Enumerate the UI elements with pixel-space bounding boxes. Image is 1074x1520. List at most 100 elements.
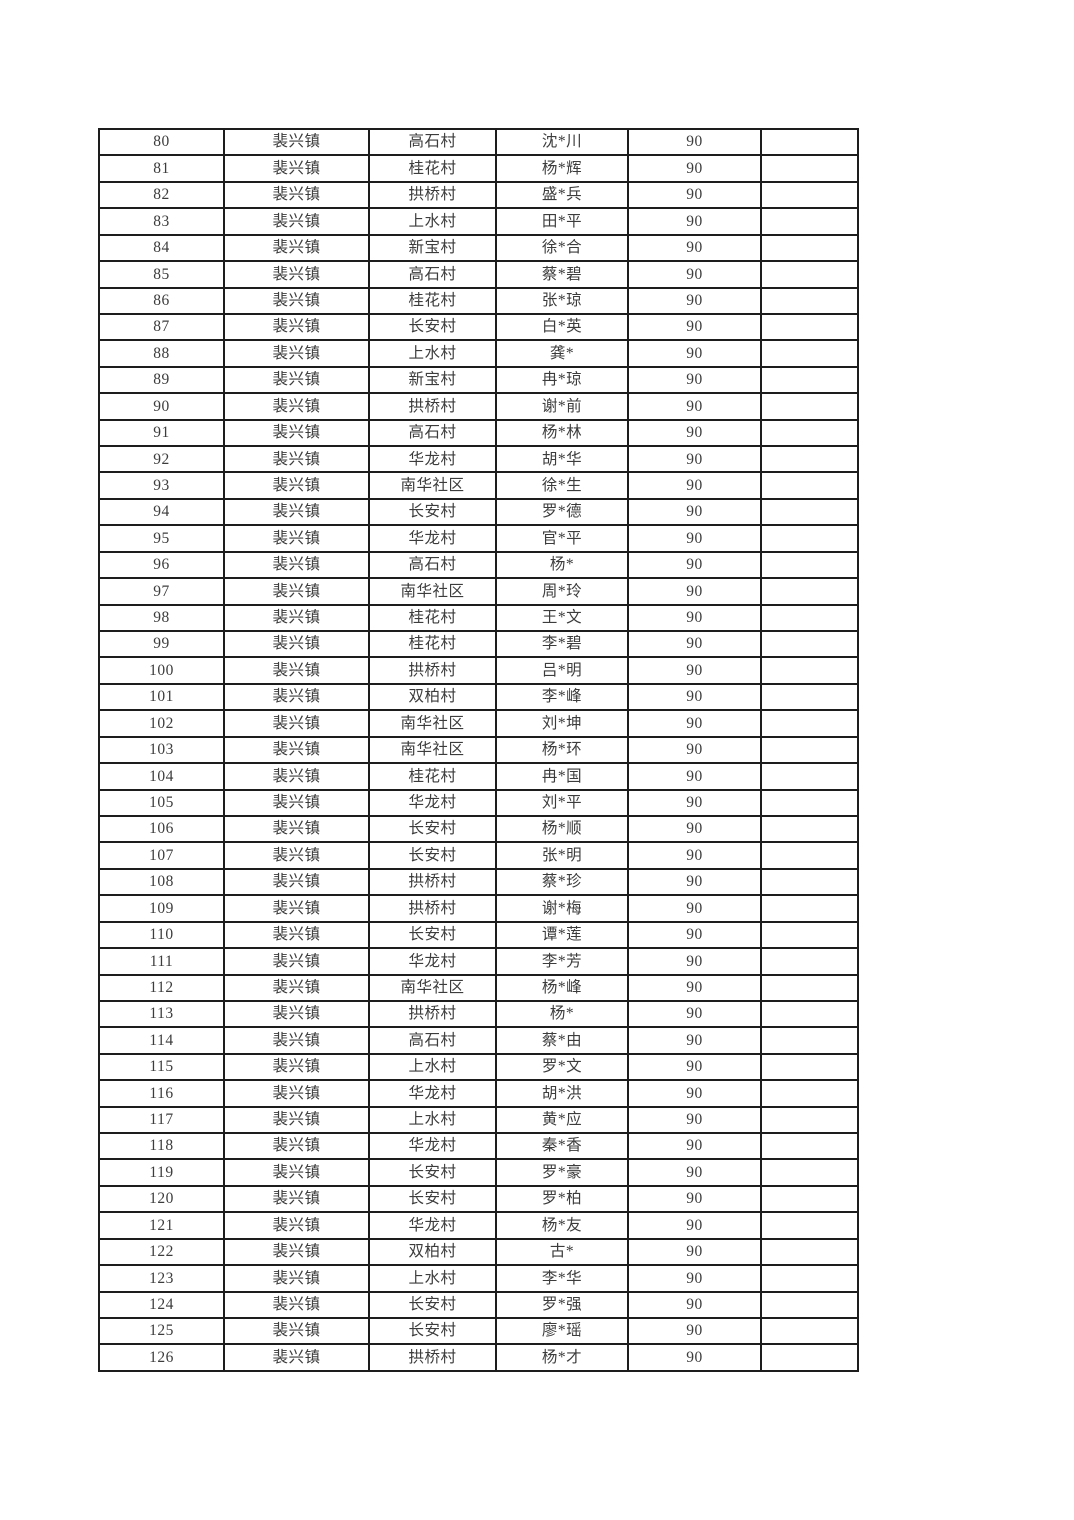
cell-score: 90 bbox=[627, 365, 762, 395]
cell-village: 华龙村 bbox=[368, 788, 497, 817]
cell-town: 裴兴镇 bbox=[223, 682, 370, 712]
table-row: 122 裴兴镇 双柏村 古* 90 bbox=[98, 1237, 859, 1267]
cell-blank bbox=[760, 841, 859, 870]
cell-name: 杨*顺 bbox=[495, 814, 629, 844]
table-row: 124 裴兴镇 长安村 罗*强 90 bbox=[98, 1290, 859, 1320]
cell-score: 90 bbox=[627, 1211, 762, 1240]
cell-town: 裴兴镇 bbox=[223, 1158, 370, 1187]
cell-town: 裴兴镇 bbox=[223, 445, 370, 474]
cell-village: 拱桥村 bbox=[368, 392, 497, 421]
cell-town: 裴兴镇 bbox=[223, 603, 370, 633]
cell-village: 华龙村 bbox=[368, 1079, 497, 1108]
cell-score: 90 bbox=[627, 445, 762, 474]
cell-town: 裴兴镇 bbox=[223, 894, 370, 923]
cell-town: 裴兴镇 bbox=[223, 867, 370, 897]
cell-town: 裴兴镇 bbox=[223, 365, 370, 395]
cell-blank bbox=[760, 656, 859, 685]
cell-index: 111 bbox=[98, 947, 225, 976]
cell-blank bbox=[760, 418, 859, 448]
cell-blank bbox=[760, 1290, 859, 1320]
cell-town: 裴兴镇 bbox=[223, 1105, 370, 1135]
cell-name: 杨*辉 bbox=[495, 154, 629, 183]
cell-name: 冉*国 bbox=[495, 762, 629, 791]
cell-blank bbox=[760, 339, 859, 368]
cell-index: 112 bbox=[98, 973, 225, 1002]
cell-index: 101 bbox=[98, 682, 225, 712]
table-row: 84 裴兴镇 新宝村 徐*合 90 bbox=[98, 233, 859, 263]
cell-village: 长安村 bbox=[368, 497, 497, 527]
cell-town: 裴兴镇 bbox=[223, 577, 370, 606]
cell-village: 高石村 bbox=[368, 1026, 497, 1055]
cell-index: 115 bbox=[98, 1052, 225, 1082]
cell-blank bbox=[760, 999, 859, 1029]
cell-index: 90 bbox=[98, 392, 225, 421]
cell-blank bbox=[760, 1343, 859, 1372]
cell-name: 古* bbox=[495, 1237, 629, 1267]
cell-index: 105 bbox=[98, 788, 225, 817]
cell-name: 谢*前 bbox=[495, 392, 629, 421]
table-row: 125 裴兴镇 长安村 廖*瑶 90 bbox=[98, 1316, 859, 1346]
cell-score: 90 bbox=[627, 920, 762, 950]
cell-name: 秦*香 bbox=[495, 1132, 629, 1161]
cell-name: 罗*德 bbox=[495, 497, 629, 527]
cell-score: 90 bbox=[627, 999, 762, 1029]
cell-score: 90 bbox=[627, 603, 762, 633]
cell-index: 88 bbox=[98, 339, 225, 368]
cell-blank bbox=[760, 1211, 859, 1240]
cell-score: 90 bbox=[627, 1264, 762, 1293]
cell-name: 沈*川 bbox=[495, 127, 629, 157]
cell-score: 90 bbox=[627, 788, 762, 817]
table-row: 102 裴兴镇 南华社区 刘*坤 90 bbox=[98, 709, 859, 738]
table-row: 95 裴兴镇 华龙村 官*平 90 bbox=[98, 524, 859, 553]
cell-score: 90 bbox=[627, 947, 762, 976]
table-row: 87 裴兴镇 长安村 白*英 90 bbox=[98, 312, 859, 342]
cell-index: 93 bbox=[98, 471, 225, 500]
cell-blank bbox=[760, 947, 859, 976]
cell-blank bbox=[760, 1079, 859, 1108]
cell-name: 谭*莲 bbox=[495, 920, 629, 950]
table-row: 119 裴兴镇 长安村 罗*豪 90 bbox=[98, 1158, 859, 1187]
cell-village: 双柏村 bbox=[368, 1237, 497, 1267]
cell-town: 裴兴镇 bbox=[223, 1211, 370, 1240]
cell-blank bbox=[760, 260, 859, 289]
cell-name: 蔡*由 bbox=[495, 1026, 629, 1055]
table-row: 120 裴兴镇 长安村 罗*柏 90 bbox=[98, 1184, 859, 1214]
cell-town: 裴兴镇 bbox=[223, 814, 370, 844]
table-row: 117 裴兴镇 上水村 黄*应 90 bbox=[98, 1105, 859, 1135]
cell-village: 长安村 bbox=[368, 1158, 497, 1187]
cell-blank bbox=[760, 1052, 859, 1082]
table-row: 89 裴兴镇 新宝村 冉*琼 90 bbox=[98, 365, 859, 395]
cell-village: 华龙村 bbox=[368, 1211, 497, 1240]
cell-town: 裴兴镇 bbox=[223, 788, 370, 817]
cell-score: 90 bbox=[627, 1184, 762, 1214]
table-row: 123 裴兴镇 上水村 李*华 90 bbox=[98, 1264, 859, 1293]
cell-name: 冉*琼 bbox=[495, 365, 629, 395]
table-row: 93 裴兴镇 南华社区 徐*生 90 bbox=[98, 471, 859, 500]
cell-blank bbox=[760, 814, 859, 844]
table-row: 92 裴兴镇 华龙村 胡*华 90 bbox=[98, 445, 859, 474]
cell-name: 蔡*珍 bbox=[495, 867, 629, 897]
cell-town: 裴兴镇 bbox=[223, 154, 370, 183]
cell-index: 124 bbox=[98, 1290, 225, 1320]
cell-name: 张*明 bbox=[495, 841, 629, 870]
cell-town: 裴兴镇 bbox=[223, 629, 370, 659]
cell-village: 南华社区 bbox=[368, 973, 497, 1002]
cell-blank bbox=[760, 207, 859, 236]
cell-town: 裴兴镇 bbox=[223, 973, 370, 1002]
cell-score: 90 bbox=[627, 180, 762, 210]
cell-score: 90 bbox=[627, 339, 762, 368]
cell-blank bbox=[760, 127, 859, 157]
cell-town: 裴兴镇 bbox=[223, 260, 370, 289]
cell-name: 徐*合 bbox=[495, 233, 629, 263]
cell-village: 拱桥村 bbox=[368, 656, 497, 685]
cell-score: 90 bbox=[627, 550, 762, 580]
cell-index: 97 bbox=[98, 577, 225, 606]
cell-town: 裴兴镇 bbox=[223, 497, 370, 527]
cell-score: 90 bbox=[627, 127, 762, 157]
cell-blank bbox=[760, 1316, 859, 1346]
cell-name: 罗*豪 bbox=[495, 1158, 629, 1187]
cell-village: 高石村 bbox=[368, 418, 497, 448]
cell-name: 谢*梅 bbox=[495, 894, 629, 923]
cell-index: 119 bbox=[98, 1158, 225, 1187]
